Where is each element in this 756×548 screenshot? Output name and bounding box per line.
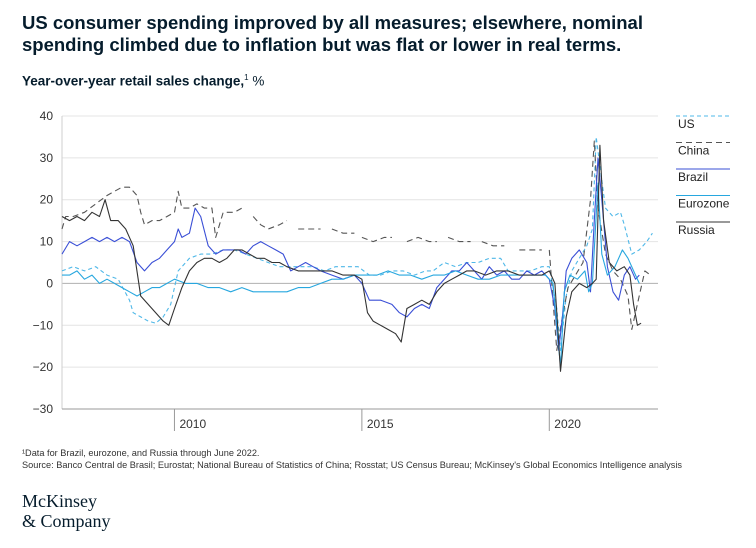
series-line-brazil [61,157,640,351]
title-line-2: spending climbed due to inflation but wa… [22,34,622,55]
legend-label-russia: Russia [678,223,715,237]
legend-label-eurozone: Eurozone [678,197,730,211]
legend-label-brazil: Brazil [678,170,708,184]
series-line-russia [61,144,642,372]
logo-line-2: & Company [22,511,111,531]
mckinsey-logo: McKinsey & Company [22,491,111,531]
subtitle-footnote-mark: 1 [244,73,249,82]
series-line-eurozone [62,182,640,368]
subtitle-unit: % [248,73,265,89]
chart-subtitle: Year-over-year retail sales change,1 % [22,73,264,89]
legend-label-china: China [678,144,710,158]
logo-line-1: McKinsey [22,491,97,511]
x-tick-label: 2020 [554,417,581,431]
footnote-note: ¹Data for Brazil, eurozone, and Russia t… [22,448,260,458]
x-tick-label: 2010 [179,417,206,431]
y-tick-label: 30 [40,151,54,165]
y-tick-label: 10 [40,235,54,249]
legend-label-us: US [678,117,695,131]
y-tick-label: 0 [46,276,53,290]
title-line-1: US consumer spending improved by all mea… [22,12,643,33]
footnote-source: Source: Banco Central de Brasil; Eurosta… [22,459,682,470]
y-tick-label: −10 [33,318,54,332]
series-line-china [61,140,651,351]
footnotes: ¹Data for Brazil, eurozone, and Russia t… [22,448,752,471]
chart-title: US consumer spending improved by all mea… [22,12,742,56]
y-tick-label: −20 [33,360,54,374]
y-tick-label: −30 [33,402,54,416]
y-tick-label: 20 [40,193,54,207]
series-line-us [61,136,653,351]
y-tick-label: 40 [40,109,54,123]
x-tick-label: 2015 [367,417,394,431]
subtitle-text: Year-over-year retail sales change, [22,73,245,89]
